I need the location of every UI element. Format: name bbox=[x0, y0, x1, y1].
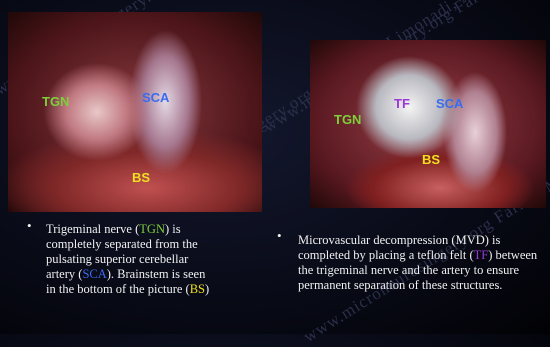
text: ) bbox=[205, 282, 210, 296]
label: TGN bbox=[42, 94, 70, 109]
text: ) is completely separated from the pulsa… bbox=[46, 222, 198, 281]
text: ) between the trigeminal nerve and the a… bbox=[298, 248, 538, 292]
text: ). Brainstem is seen in the bottom of th… bbox=[46, 267, 206, 296]
surgical-image: TGN SCA BS bbox=[8, 12, 262, 212]
surgical-image: TF SCA TGN BS bbox=[310, 40, 546, 208]
text: TGN bbox=[139, 222, 165, 236]
text: SCA bbox=[82, 267, 107, 281]
bullet: • bbox=[27, 218, 32, 233]
text: BS bbox=[189, 282, 206, 296]
label: TF bbox=[394, 96, 410, 111]
label: BS bbox=[132, 170, 151, 185]
label: BS bbox=[422, 152, 441, 167]
label: SCA bbox=[142, 90, 170, 105]
label: SCA bbox=[436, 96, 464, 111]
bullet: • bbox=[277, 228, 282, 243]
caption: Microvascular decompression (MVD) is com… bbox=[298, 233, 548, 293]
caption: Trigeminal nerve (TGN) is completely sep… bbox=[46, 222, 216, 297]
text: Trigeminal nerve ( bbox=[46, 222, 140, 236]
label: TGN bbox=[334, 112, 362, 127]
text: Microvascular decompression (MVD) is com… bbox=[298, 233, 501, 262]
text: TF bbox=[473, 248, 489, 262]
